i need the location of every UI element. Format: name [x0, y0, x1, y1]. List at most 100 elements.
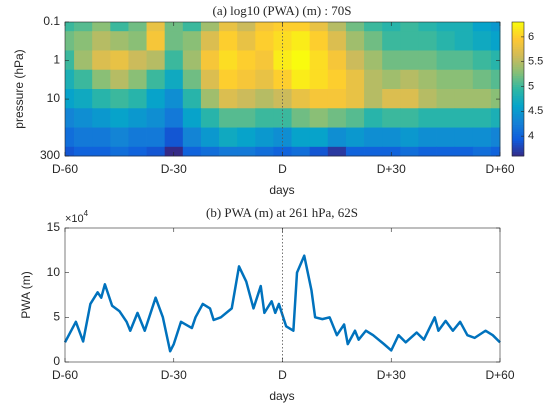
- heatmap-cell: [345, 127, 365, 148]
- heatmap-cell: [200, 69, 220, 90]
- heatmap-cell: [92, 89, 111, 109]
- heatmap-cell: [472, 22, 492, 32]
- colorbar-swatch: [512, 86, 524, 90]
- colorbar-swatch: [512, 68, 524, 72]
- heatmap-cell: [490, 22, 501, 32]
- heatmap-cell: [200, 146, 220, 157]
- heatmap-cell: [237, 50, 256, 71]
- colorbar-swatch: [512, 35, 524, 39]
- colorbar-swatch: [512, 135, 524, 139]
- heatmap-cell: [164, 31, 184, 51]
- heatmap-cell: [128, 31, 147, 51]
- heatmap-cell: [65, 146, 75, 157]
- heatmap-cell: [291, 89, 311, 109]
- heatmap-cell: [382, 146, 401, 157]
- heatmap-cell: [291, 146, 311, 157]
- heatmap-cell: [65, 89, 75, 109]
- heatmap-cell: [345, 50, 365, 71]
- heatmap-cell: [436, 22, 456, 32]
- heatmap-cell: [92, 146, 111, 157]
- heatmap-cell: [490, 108, 501, 128]
- heatmap-cell: [418, 22, 437, 32]
- y-axis-label: PWA (m): [19, 271, 33, 319]
- heatmap-cell: [237, 31, 256, 51]
- colorbar-swatch: [512, 42, 524, 45]
- y-tick-label: 15: [47, 220, 61, 234]
- heatmap-cell: [182, 50, 202, 71]
- heatmap-cell: [164, 146, 184, 157]
- colorbar-swatch: [512, 106, 524, 110]
- y-tick-label: 1: [53, 53, 60, 67]
- heatmap-cell: [110, 108, 129, 128]
- heatmap-cell: [472, 31, 492, 51]
- heatmap-cell: [382, 31, 401, 51]
- heatmap-cell: [382, 89, 401, 109]
- colorbar-swatch: [512, 30, 524, 34]
- colorbar-swatch: [512, 113, 524, 117]
- colorbar-swatch: [512, 59, 524, 63]
- heatmap-cell: [182, 108, 202, 128]
- colorbar-swatch: [512, 144, 524, 148]
- heatmap-cell: [418, 69, 437, 90]
- heatmap-cell: [454, 50, 474, 71]
- heatmap-cell: [200, 127, 220, 148]
- heatmap-cell: [74, 127, 93, 148]
- heatmap-cell: [219, 22, 238, 32]
- heatmap-cell: [382, 108, 401, 128]
- heatmap-cell: [74, 31, 93, 51]
- heatmap-cell: [110, 50, 129, 71]
- heatmap-cell: [65, 127, 75, 148]
- colorbar-swatch: [512, 100, 524, 103]
- heatmap-cell: [309, 89, 329, 109]
- chart-title: (b) PWA (m) at 261 hPa, 62S: [206, 205, 358, 220]
- y-tick-label: 0.1: [43, 14, 60, 28]
- colorbar-swatch: [512, 91, 524, 94]
- heatmap-cell: [400, 22, 419, 32]
- heatmap-cell: [128, 89, 147, 109]
- heatmap-cell: [128, 50, 147, 71]
- heatmap-cell: [309, 31, 329, 51]
- x-tick-label: D-30: [161, 368, 187, 382]
- heatmap-cell: [400, 146, 419, 157]
- heatmap-cell: [273, 31, 292, 51]
- colorbar-swatch: [512, 131, 524, 135]
- heatmap-cell: [418, 89, 437, 109]
- heatmap-cell: [309, 22, 329, 32]
- heatmap-cell: [291, 50, 311, 71]
- x-tick-label: D-30: [161, 162, 187, 176]
- heatmap-cell: [200, 108, 220, 128]
- heatmap-cell: [146, 127, 166, 148]
- heatmap-cell: [164, 89, 184, 109]
- heatmap-cell: [436, 89, 456, 109]
- colorbar-swatch: [512, 102, 524, 106]
- colorbar-swatch: [512, 82, 524, 85]
- heatmap-cell: [364, 50, 383, 71]
- colorbar-swatch: [512, 129, 524, 132]
- heatmap-cell: [255, 146, 274, 157]
- colorbar-swatch: [512, 51, 524, 54]
- colorbar-swatch: [512, 151, 524, 155]
- heatmap-cell: [418, 31, 437, 51]
- heatmap-cell: [327, 146, 347, 157]
- heatmap-cell: [418, 108, 437, 128]
- heatmap-cell: [345, 108, 365, 128]
- colorbar-swatch: [512, 24, 524, 27]
- colorbar-swatch: [512, 104, 524, 108]
- heatmap-cell: [92, 127, 111, 148]
- colorbar-swatch: [512, 140, 524, 143]
- y-tick-label: 10: [47, 91, 61, 105]
- heatmap-cell: [436, 108, 456, 128]
- heatmap-cell: [345, 31, 365, 51]
- heatmap-cell: [128, 22, 147, 32]
- colorbar-swatch: [512, 75, 524, 79]
- colorbar-swatch: [512, 39, 524, 43]
- x-tick-label: D: [278, 162, 287, 176]
- colorbar-swatch: [512, 84, 524, 88]
- heatmap-cell: [291, 22, 311, 32]
- heatmap-cell: [219, 69, 238, 90]
- exponent-power: 4: [84, 209, 89, 218]
- chart-title: (a) log10 (PWA) (m) : 70S: [212, 3, 351, 18]
- heatmap-cell: [128, 69, 147, 90]
- heatmap-cell: [164, 69, 184, 90]
